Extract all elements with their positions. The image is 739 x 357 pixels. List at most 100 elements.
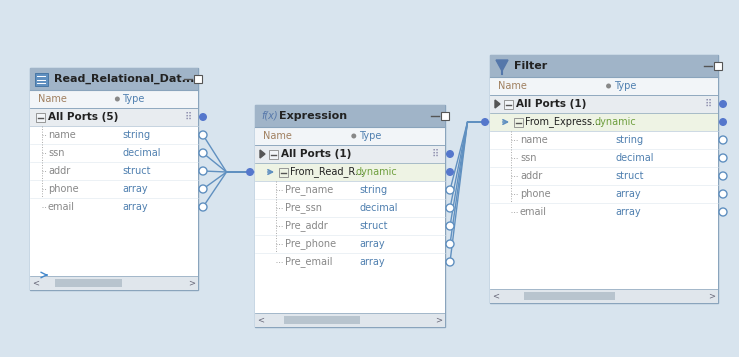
Bar [36, 113, 45, 122]
Text: ssn: ssn [48, 148, 64, 158]
Text: array: array [616, 189, 641, 199]
Text: email: email [520, 207, 547, 217]
Bar [255, 253, 445, 271]
Circle shape [446, 204, 454, 212]
Circle shape [481, 118, 489, 126]
Circle shape [199, 203, 207, 211]
Text: Read_Relational_Dat...: Read_Relational_Dat... [54, 74, 194, 84]
Text: Pre_ssn: Pre_ssn [285, 202, 322, 213]
Polygon shape [260, 150, 265, 158]
Text: dynamic: dynamic [594, 117, 636, 127]
Text: All Ports (5): All Ports (5) [48, 112, 118, 122]
Text: ⠿: ⠿ [432, 149, 438, 159]
Circle shape [115, 96, 120, 101]
Bar [30, 198, 198, 216]
Text: All Ports (1): All Ports (1) [516, 99, 586, 109]
Text: array: array [359, 239, 385, 249]
Text: <: < [492, 292, 500, 301]
Text: f(x): f(x) [261, 111, 278, 121]
Bar [490, 221, 718, 289]
Text: Name: Name [263, 131, 292, 141]
Text: array: array [123, 202, 148, 212]
Bar [30, 68, 198, 290]
Circle shape [199, 167, 207, 175]
Circle shape [719, 118, 727, 126]
Text: From_Express...: From_Express... [525, 116, 601, 127]
Bar [279, 168, 288, 177]
Text: Type: Type [123, 94, 145, 104]
Bar [490, 113, 718, 131]
Polygon shape [496, 60, 508, 71]
Bar [30, 162, 198, 180]
Circle shape [199, 185, 207, 193]
Text: Pre_phone: Pre_phone [285, 238, 336, 250]
Text: string: string [359, 185, 388, 195]
Bar [30, 90, 198, 108]
Circle shape [719, 208, 727, 216]
Circle shape [199, 149, 207, 157]
Circle shape [351, 134, 356, 139]
Bar [255, 105, 445, 127]
Bar [255, 127, 445, 145]
Circle shape [446, 168, 454, 176]
Bar [269, 150, 278, 159]
Text: struct: struct [123, 166, 151, 176]
Text: <: < [257, 316, 265, 325]
Text: phone: phone [520, 189, 551, 199]
Text: Type: Type [359, 131, 381, 141]
Bar [255, 181, 445, 199]
Circle shape [246, 168, 254, 176]
Text: array: array [616, 207, 641, 217]
Bar [490, 55, 718, 77]
Text: Type: Type [613, 81, 636, 91]
Bar [524, 292, 616, 300]
Text: string: string [123, 130, 151, 140]
Text: Pre_name: Pre_name [285, 185, 333, 195]
Circle shape [446, 258, 454, 266]
Text: Pre_addr: Pre_addr [285, 221, 328, 231]
Bar [490, 131, 718, 149]
Bar [255, 235, 445, 253]
Bar [30, 276, 198, 290]
Circle shape [446, 150, 454, 158]
Bar [714, 62, 722, 70]
Bar [441, 112, 449, 120]
Text: decimal: decimal [616, 153, 654, 163]
Circle shape [446, 240, 454, 248]
Text: decimal: decimal [123, 148, 161, 158]
Text: Filter: Filter [514, 61, 548, 71]
Bar [255, 105, 445, 327]
Bar [30, 144, 198, 162]
Bar [504, 100, 513, 109]
Bar [30, 68, 198, 90]
Text: ⠿: ⠿ [185, 112, 191, 122]
Bar [255, 145, 445, 163]
Text: ssn: ssn [520, 153, 537, 163]
Text: array: array [123, 184, 148, 194]
Circle shape [719, 100, 727, 108]
Bar [490, 185, 718, 203]
Text: >: > [709, 292, 715, 301]
Circle shape [719, 172, 727, 180]
Text: <: < [33, 278, 39, 287]
Bar [490, 167, 718, 185]
Circle shape [719, 190, 727, 198]
Bar [35, 73, 48, 86]
Bar [514, 118, 523, 127]
Text: Name: Name [38, 94, 67, 104]
Circle shape [446, 186, 454, 194]
Bar [490, 149, 718, 167]
Text: phone: phone [48, 184, 78, 194]
Bar [255, 199, 445, 217]
Bar [490, 289, 718, 303]
Text: struct: struct [359, 221, 388, 231]
Text: struct: struct [616, 171, 644, 181]
Text: string: string [616, 135, 644, 145]
Circle shape [719, 136, 727, 144]
Text: Expression: Expression [279, 111, 347, 121]
Text: name: name [48, 130, 76, 140]
Circle shape [719, 154, 727, 162]
Text: addr: addr [520, 171, 542, 181]
Circle shape [446, 222, 454, 230]
Text: Name: Name [498, 81, 527, 91]
